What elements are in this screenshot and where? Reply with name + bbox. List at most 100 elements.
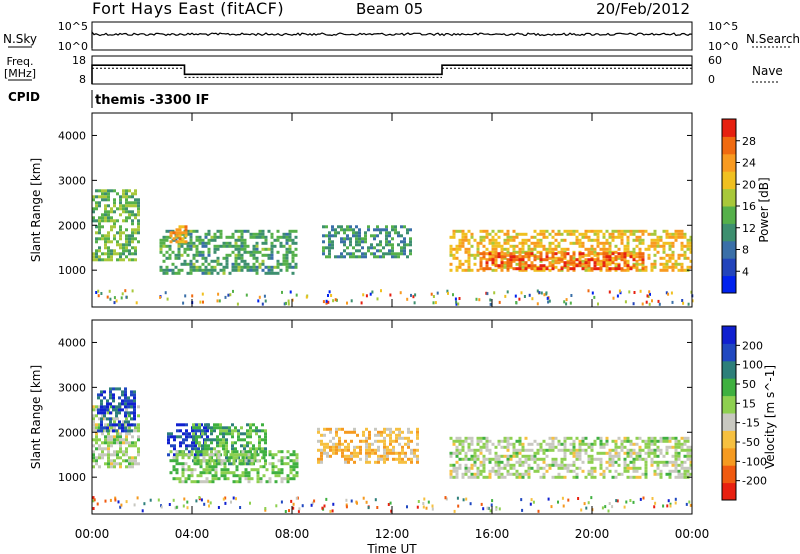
data-cell <box>521 259 525 263</box>
data-cell <box>533 460 537 464</box>
data-cell <box>337 255 340 259</box>
data-cell <box>560 238 564 242</box>
data-cell <box>512 448 516 452</box>
data-cell <box>338 436 341 440</box>
data-cell <box>222 444 225 448</box>
data-cell <box>286 480 290 484</box>
data-cell <box>189 271 193 275</box>
data-cell <box>374 451 377 455</box>
data-cell <box>180 253 184 257</box>
data-cell <box>557 244 561 248</box>
data-cell <box>551 460 555 464</box>
data-cell <box>512 463 516 467</box>
data-cell <box>623 457 627 461</box>
data-cell <box>101 414 104 418</box>
data-cell <box>119 258 122 262</box>
data-cell <box>521 460 525 464</box>
data-cell <box>486 506 489 510</box>
data-cell <box>207 444 210 448</box>
data-cell <box>249 501 251 505</box>
data-cell <box>199 474 203 478</box>
data-cell <box>243 262 247 266</box>
data-cell <box>671 241 675 245</box>
data-cell <box>491 258 495 262</box>
data-cell <box>623 264 627 268</box>
data-cell <box>587 457 591 461</box>
data-cell <box>243 241 247 245</box>
data-cell <box>641 261 645 265</box>
data-cell <box>237 265 241 269</box>
data-cell <box>689 472 693 476</box>
data-cell <box>361 246 364 250</box>
data-cell <box>455 229 459 233</box>
data-cell <box>243 229 247 233</box>
data-cell <box>98 453 101 457</box>
data-cell <box>632 466 636 470</box>
data-cell <box>503 252 507 256</box>
data-cell <box>680 262 684 266</box>
data-cell <box>470 454 474 458</box>
data-cell <box>124 414 127 418</box>
data-cell <box>398 442 401 446</box>
data-cell <box>482 463 486 467</box>
data-cell <box>520 291 523 295</box>
data-cell <box>497 463 501 467</box>
data-cell <box>404 454 407 458</box>
data-cell <box>590 252 594 256</box>
data-cell <box>92 219 95 223</box>
data-cell <box>285 301 287 305</box>
data-cell <box>199 300 202 304</box>
data-cell <box>276 262 280 266</box>
data-cell <box>341 451 344 455</box>
data-cell <box>625 500 628 504</box>
data-cell <box>216 426 219 430</box>
data-cell <box>536 267 540 271</box>
data-cell <box>128 210 131 214</box>
data-cell <box>497 252 501 256</box>
data-cell <box>268 462 272 466</box>
data-cell <box>452 439 456 443</box>
data-cell <box>192 432 195 436</box>
data-cell <box>674 497 677 501</box>
data-cell <box>320 451 323 455</box>
data-cell <box>195 250 199 254</box>
data-cell <box>379 231 382 235</box>
data-cell <box>179 435 182 439</box>
data-cell <box>101 237 104 241</box>
data-cell <box>109 411 112 415</box>
data-cell <box>497 241 501 245</box>
data-cell <box>599 262 603 266</box>
data-cell <box>181 474 185 478</box>
data-cell <box>128 240 131 244</box>
data-cell <box>116 192 119 196</box>
data-cell <box>297 509 300 513</box>
data-cell <box>216 444 219 448</box>
data-cell <box>368 442 371 446</box>
data-cell <box>632 448 636 452</box>
data-cell <box>551 442 555 446</box>
data-cell <box>201 268 205 272</box>
data-cell <box>386 454 389 458</box>
data-cell <box>560 268 564 272</box>
data-cell <box>237 253 241 257</box>
data-cell <box>668 247 672 251</box>
data-cell <box>234 429 237 433</box>
data-cell <box>376 255 379 259</box>
data-cell <box>539 232 543 236</box>
data-cell <box>683 256 687 260</box>
colorbar-tick-label: 16 <box>742 200 756 213</box>
data-cell <box>359 439 362 443</box>
data-cell <box>533 469 537 473</box>
data-cell <box>134 426 137 430</box>
data-cell <box>201 429 204 433</box>
data-cell <box>376 506 379 509</box>
data-cell <box>602 472 606 476</box>
data-cell <box>237 250 241 254</box>
data-cell <box>374 498 377 502</box>
data-cell <box>332 436 335 440</box>
data-cell <box>470 466 474 470</box>
data-cell <box>482 268 486 272</box>
data-cell <box>572 232 576 236</box>
data-cell <box>545 448 549 452</box>
